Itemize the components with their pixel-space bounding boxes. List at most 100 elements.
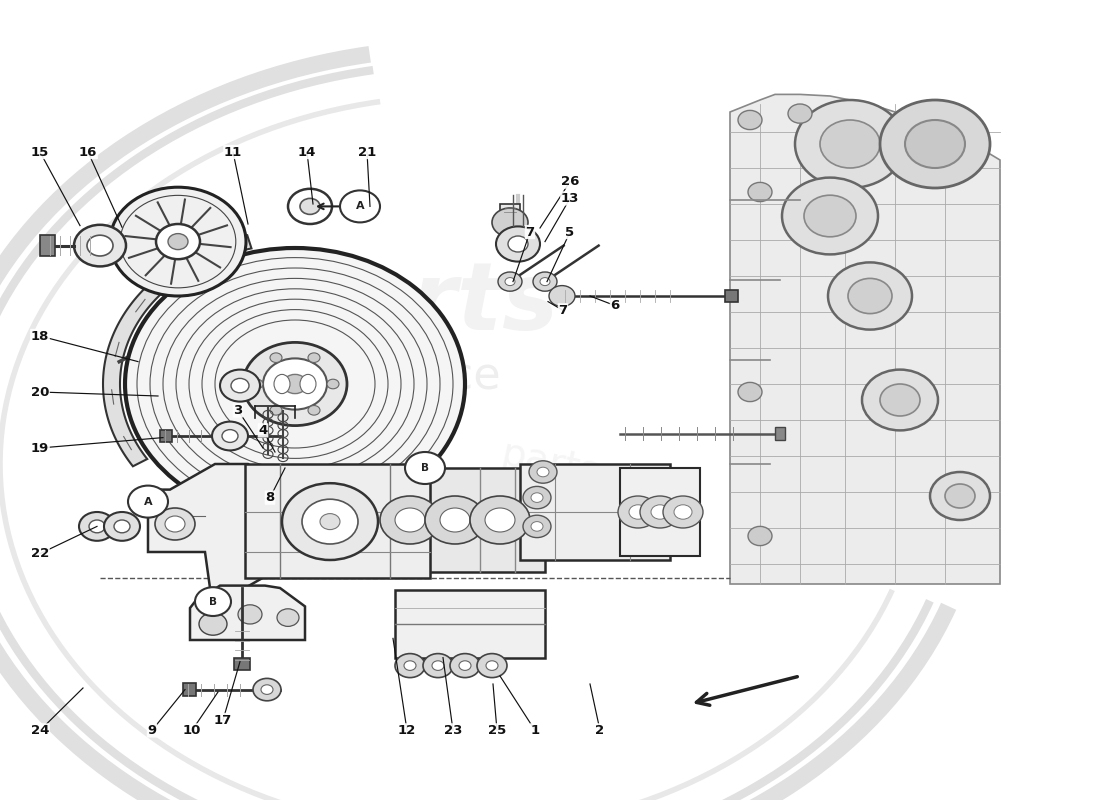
Circle shape <box>498 272 522 291</box>
Circle shape <box>125 248 465 520</box>
Text: 6: 6 <box>610 299 619 312</box>
Polygon shape <box>183 683 196 696</box>
Circle shape <box>945 484 975 508</box>
Circle shape <box>522 486 551 509</box>
Circle shape <box>804 195 856 237</box>
Circle shape <box>492 208 528 237</box>
Ellipse shape <box>274 374 290 394</box>
Text: B: B <box>421 463 429 473</box>
Circle shape <box>432 661 444 670</box>
Circle shape <box>477 654 507 678</box>
Polygon shape <box>500 204 520 240</box>
Circle shape <box>880 384 920 416</box>
Circle shape <box>282 483 378 560</box>
Circle shape <box>87 235 113 256</box>
Text: 2: 2 <box>595 724 605 737</box>
Text: 7: 7 <box>559 304 568 317</box>
Circle shape <box>905 120 965 168</box>
Polygon shape <box>730 94 1000 584</box>
Circle shape <box>404 661 416 670</box>
Text: A: A <box>355 202 364 211</box>
Polygon shape <box>245 464 430 578</box>
Circle shape <box>748 526 772 546</box>
Polygon shape <box>520 464 670 560</box>
Circle shape <box>424 654 453 678</box>
Circle shape <box>395 654 425 678</box>
Polygon shape <box>148 464 280 588</box>
Text: 22: 22 <box>31 547 50 560</box>
Text: 24: 24 <box>31 724 50 737</box>
Polygon shape <box>40 235 55 256</box>
Circle shape <box>320 514 340 530</box>
Text: B: B <box>209 597 217 606</box>
Circle shape <box>795 100 905 188</box>
Text: 3: 3 <box>233 404 243 417</box>
Text: 11: 11 <box>224 146 242 158</box>
Text: A: A <box>144 497 152 506</box>
Circle shape <box>283 374 307 394</box>
Text: 16: 16 <box>79 146 97 158</box>
Circle shape <box>156 224 200 259</box>
Text: 18: 18 <box>31 330 50 342</box>
Text: 7: 7 <box>526 226 535 238</box>
Circle shape <box>788 104 812 123</box>
Circle shape <box>89 520 104 533</box>
Circle shape <box>629 505 647 519</box>
Circle shape <box>459 661 471 670</box>
Circle shape <box>231 378 249 393</box>
Circle shape <box>74 225 126 266</box>
Circle shape <box>537 467 549 477</box>
Circle shape <box>253 678 280 701</box>
Text: 9: 9 <box>147 724 156 737</box>
Circle shape <box>828 262 912 330</box>
Circle shape <box>930 472 990 520</box>
Circle shape <box>640 496 680 528</box>
Circle shape <box>300 198 320 214</box>
Circle shape <box>663 496 703 528</box>
Text: 10: 10 <box>183 724 201 737</box>
Circle shape <box>848 278 892 314</box>
Circle shape <box>308 353 320 362</box>
Circle shape <box>531 522 543 531</box>
Circle shape <box>440 508 470 532</box>
Circle shape <box>820 120 880 168</box>
Circle shape <box>155 508 195 540</box>
Circle shape <box>425 496 485 544</box>
Circle shape <box>302 499 358 544</box>
Circle shape <box>405 452 446 484</box>
Circle shape <box>395 508 425 532</box>
Circle shape <box>270 406 282 415</box>
Circle shape <box>450 654 480 678</box>
Text: 15: 15 <box>31 146 50 158</box>
Circle shape <box>261 685 273 694</box>
Circle shape <box>505 278 515 286</box>
Circle shape <box>104 512 140 541</box>
Text: 12: 12 <box>398 724 416 737</box>
Circle shape <box>128 486 168 518</box>
Polygon shape <box>103 235 252 466</box>
Circle shape <box>212 422 248 450</box>
Circle shape <box>531 493 543 502</box>
Circle shape <box>470 496 530 544</box>
Circle shape <box>880 100 990 188</box>
Text: 20: 20 <box>31 386 50 398</box>
Text: 8: 8 <box>265 491 275 504</box>
Text: 23: 23 <box>443 724 462 737</box>
Circle shape <box>110 187 246 296</box>
Polygon shape <box>620 468 700 556</box>
Circle shape <box>195 587 231 616</box>
Circle shape <box>288 189 332 224</box>
Text: 1: 1 <box>530 724 540 737</box>
Text: 21: 21 <box>358 146 376 158</box>
Circle shape <box>251 379 263 389</box>
Text: 14: 14 <box>298 146 316 158</box>
Text: a passion: a passion <box>326 506 514 582</box>
Polygon shape <box>776 427 785 440</box>
Circle shape <box>674 505 692 519</box>
Circle shape <box>340 190 379 222</box>
Circle shape <box>168 234 188 250</box>
Circle shape <box>534 272 557 291</box>
Circle shape <box>222 430 238 442</box>
Circle shape <box>220 370 260 402</box>
Ellipse shape <box>300 374 316 394</box>
